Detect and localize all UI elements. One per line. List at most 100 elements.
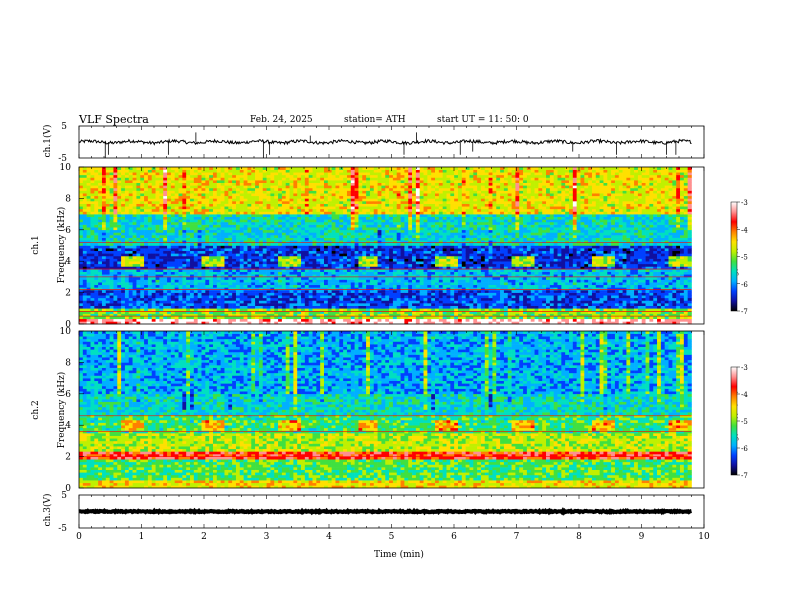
spectrogram-cell (193, 261, 198, 265)
spectrogram-cell (109, 282, 114, 286)
spectrogram-cell (197, 198, 202, 202)
spectrogram-cell (297, 274, 302, 278)
spectrogram-cell (178, 206, 183, 210)
spectrogram-cell (327, 174, 332, 178)
spectrogram-cell (270, 172, 275, 176)
spectrogram-cell (358, 258, 363, 262)
spectrogram-cell (335, 316, 340, 320)
spectrogram-cell (346, 287, 352, 291)
spectrogram-cell (193, 297, 198, 301)
spectrogram-cell (385, 169, 390, 173)
spectrogram-cell (327, 274, 332, 278)
spectrogram-cell (258, 221, 264, 225)
spectrogram-cell (186, 284, 191, 288)
spectrogram-cell (274, 219, 279, 223)
spectrogram-cell (132, 172, 137, 176)
spectrogram-cell (101, 185, 107, 189)
spectrogram-cell (155, 269, 160, 272)
spectrogram-cell (98, 201, 103, 204)
spectrogram-cell (335, 208, 340, 212)
spectrogram-cell (121, 229, 126, 233)
spectrogram-cell (90, 255, 95, 259)
spectrogram-cell (140, 167, 145, 170)
spectrogram-cell (147, 321, 153, 325)
spectrogram-cell (193, 195, 198, 199)
spectrogram-cell (243, 279, 248, 283)
spectrogram-cell (79, 308, 84, 312)
spectrogram-cell (385, 240, 390, 244)
spectrogram-cell (174, 214, 179, 218)
spectrogram-cell (232, 289, 237, 293)
spectrogram-cell (101, 229, 107, 233)
spectrogram-cell (151, 292, 156, 296)
spectrogram-cell (339, 216, 344, 220)
spectrogram-cell (232, 208, 237, 212)
spectrogram-cell (301, 190, 306, 194)
spectrogram-cell (151, 255, 156, 259)
spectrogram-cell (224, 242, 229, 246)
spectrogram-cell (220, 250, 225, 254)
spectrogram-cell (262, 169, 267, 173)
spectrogram-cell (327, 180, 332, 183)
spectrogram-cell (343, 214, 348, 218)
spectrogram-cell (140, 227, 145, 231)
spectrogram-cell (381, 250, 386, 254)
spectrogram-cell (285, 216, 290, 220)
spectrogram-cell (308, 308, 313, 312)
spectrogram-cell (335, 313, 340, 317)
spectrogram-cell (331, 248, 336, 252)
spectrogram-cell (304, 203, 309, 207)
spectrogram-cell (377, 258, 382, 262)
spectrogram-cell (167, 214, 172, 218)
spectrogram-cell (266, 180, 271, 183)
spectrogram-cell (82, 295, 87, 299)
spectrogram-cell (205, 266, 210, 270)
spectrogram-cell (266, 263, 271, 267)
spectrogram-cell (308, 227, 313, 231)
spectrogram-cell (232, 297, 237, 301)
spectrogram-cell (366, 167, 371, 170)
spectrogram-cell (312, 289, 317, 293)
spectrogram-cell (105, 276, 110, 280)
spectrogram-cell (90, 303, 95, 306)
spectrogram-cell (151, 261, 156, 265)
spectrogram-cell (339, 321, 344, 325)
spectrogram-cell (235, 232, 241, 236)
spectrogram-cell (243, 282, 248, 286)
spectrogram-cell (366, 274, 371, 278)
spectrogram-cell (381, 305, 386, 309)
spectrogram-cell (373, 295, 378, 299)
spectrogram-cell (124, 279, 130, 283)
spectrogram-cell (335, 240, 340, 244)
spectrogram-cell (270, 208, 275, 212)
spectrogram-cell (270, 253, 275, 257)
spectrogram-cell (101, 269, 107, 272)
spectrogram-cell (159, 308, 164, 312)
spectrogram-cell (147, 284, 153, 288)
spectrogram-cell (136, 203, 141, 207)
spectrogram-cell (82, 318, 87, 322)
spectrogram-cell (239, 195, 244, 199)
spectrogram-cell (197, 297, 202, 301)
spectrogram-cell (320, 216, 325, 220)
spectrogram-cell (136, 177, 141, 181)
spectrogram-cell (289, 201, 294, 204)
spectrogram-cell (377, 295, 382, 299)
spectrogram-cell (144, 300, 149, 304)
spectrogram-cell (285, 182, 290, 186)
spectrogram-cell (197, 219, 202, 223)
spectrogram-cell (270, 229, 275, 233)
spectrogram-cell (174, 248, 179, 252)
spectrogram-cell (182, 237, 187, 241)
spectrogram-cell (212, 240, 218, 244)
spectrogram-cell (258, 211, 264, 215)
spectrogram-cell (82, 263, 87, 267)
spectrogram-cell (324, 271, 329, 275)
spectrogram-cell (385, 266, 390, 270)
spectrogram-cell (377, 195, 382, 199)
spectrogram-cell (304, 274, 309, 278)
spectrogram-cell (151, 237, 156, 241)
spectrogram-cell (324, 193, 329, 197)
spectrogram-cell (113, 237, 118, 241)
spectrogram-cell (201, 221, 206, 225)
